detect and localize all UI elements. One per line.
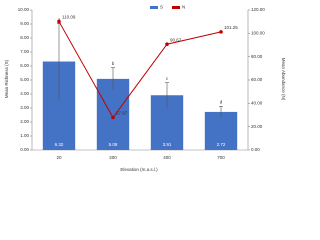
- bar: [96, 78, 130, 150]
- annotation: a: [58, 17, 61, 22]
- data-label: 3.91: [163, 142, 172, 147]
- data-label: 101.25: [224, 25, 238, 30]
- y-tick-label: 3.00: [20, 105, 29, 110]
- line-point: [57, 19, 61, 24]
- data-label: 27.87: [116, 111, 128, 116]
- y2-tick-label: 0.00: [251, 147, 260, 152]
- y-tick-label: 5.00: [20, 77, 29, 82]
- y-axis-label: Mean Richness (S): [4, 59, 9, 98]
- data-label: 5.08: [109, 142, 118, 147]
- line-point: [165, 42, 169, 47]
- x-tick-label: 20: [56, 155, 62, 160]
- annotation: b: [112, 61, 115, 66]
- legend-label: S: [160, 5, 163, 10]
- y2-tick-label: 20.00: [251, 124, 263, 129]
- line-point: [111, 115, 115, 120]
- data-label: 110.09: [62, 15, 76, 20]
- y2-tick-label: 60.00: [251, 77, 263, 82]
- y-tick-label: 9.00: [20, 21, 29, 26]
- y-tick-label: 1.00: [20, 133, 29, 138]
- x-tick-label: 700: [217, 155, 225, 160]
- line: [58, 21, 222, 119]
- y-tick-label: 8.00: [20, 35, 29, 40]
- legend-swatch: [172, 6, 180, 9]
- x-axis-label: Elevation (m.a.s.l.): [120, 167, 158, 172]
- annotation: c: [166, 76, 169, 81]
- x-tick-label: 400: [163, 155, 171, 160]
- y2-tick-label: 80.00: [251, 54, 263, 59]
- y-tick-label: 10.00: [18, 7, 30, 12]
- chart: Elevation (m.a.s.l.) Mean Richness (S) M…: [4, 5, 286, 173]
- data-label: 6.32: [55, 142, 64, 147]
- y-tick-label: 0.00: [20, 147, 29, 152]
- y-tick-label: 7.00: [20, 49, 29, 54]
- legend-label: N: [182, 5, 185, 10]
- y2-axis-label: Mean Abundance (N): [281, 58, 286, 101]
- y2-tick-label: 120.00: [251, 7, 265, 12]
- data-label: 90.67: [170, 37, 182, 42]
- annotation: d: [220, 100, 223, 105]
- legend-swatch: [150, 6, 158, 9]
- y-tick-label: 4.00: [20, 91, 29, 96]
- y2-tick-label: 100.00: [251, 31, 265, 36]
- y2-tick-label: 40.00: [251, 101, 263, 106]
- y-tick-label: 2.00: [20, 119, 29, 124]
- data-label: 2.72: [217, 142, 226, 147]
- line-point: [219, 30, 223, 34]
- bar: [204, 111, 238, 150]
- y-tick-label: 6.00: [20, 63, 29, 68]
- x-tick-label: 200: [109, 155, 117, 160]
